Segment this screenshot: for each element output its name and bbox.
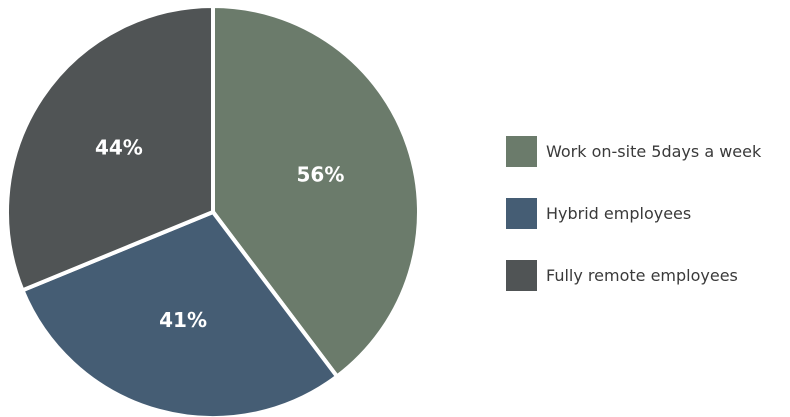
pie-slice-onsite xyxy=(211,4,421,379)
pie-chart-svg: 56% 41% 44% xyxy=(5,4,421,417)
legend-label-remote: Fully remote employees xyxy=(546,266,738,285)
pie-label-onsite: 56% xyxy=(297,163,345,187)
legend-label-hybrid: Hybrid employees xyxy=(546,204,692,223)
pie-label-remote: 44% xyxy=(95,135,143,159)
pie-label-hybrid: 41% xyxy=(159,308,207,332)
legend-swatch-remote xyxy=(506,260,537,291)
legend-item-remote: Fully remote employees xyxy=(506,260,790,291)
pie-slice-hybrid xyxy=(20,210,340,417)
legend-item-onsite: Work on-site 5days a week xyxy=(506,136,790,167)
legend-swatch-onsite xyxy=(506,136,537,167)
legend-label-onsite: Work on-site 5days a week xyxy=(546,142,762,161)
legend-swatch-hybrid xyxy=(506,198,537,229)
pie-slice-remote xyxy=(5,4,215,293)
legend-item-hybrid: Hybrid employees xyxy=(506,198,790,229)
legend: Work on-site 5days a week Hybrid employe… xyxy=(506,136,790,322)
